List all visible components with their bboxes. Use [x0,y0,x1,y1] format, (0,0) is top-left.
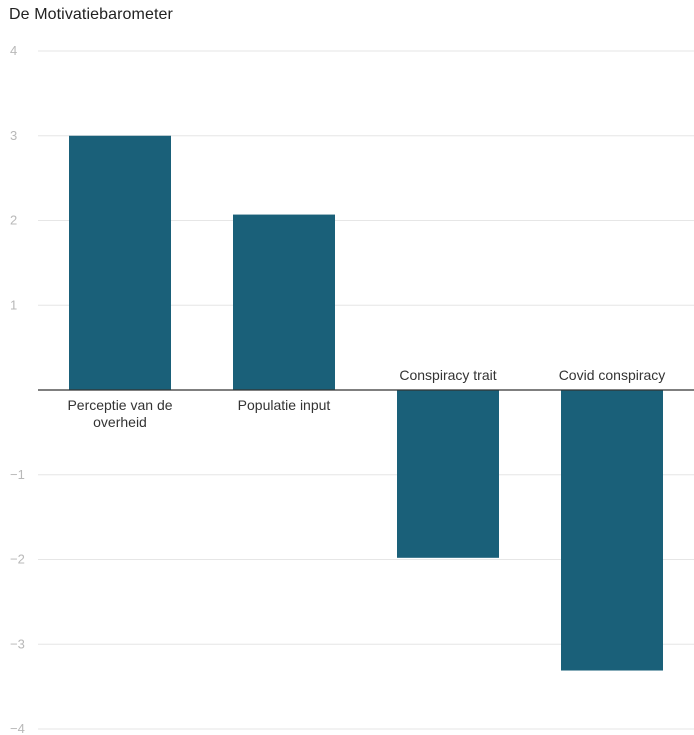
y-tick-label: −1 [10,467,25,482]
y-tick-label: 4 [10,43,17,58]
y-tick-label: 2 [10,213,17,228]
y-tick-label: −3 [10,636,25,651]
category-label: Populatie input [238,397,331,413]
y-tick-label: −4 [10,721,25,735]
chart-title: De Motivatiebarometer [9,6,173,23]
y-axis-ticks: 4 3 2 1 −1 −2 −3 −4 [10,43,25,735]
bar-2 [397,390,499,558]
category-label: overheid [93,414,147,430]
bars [69,135,663,671]
bar-0 [69,135,171,390]
category-label: Covid conspiracy [559,367,666,383]
y-tick-label: −2 [10,552,25,567]
bar-3 [561,390,663,671]
category-label: Conspiracy trait [399,367,496,383]
y-tick-label: 3 [10,128,17,143]
category-label: Perceptie van de [67,397,172,413]
y-tick-label: 1 [10,297,17,312]
bar-1 [233,214,335,390]
